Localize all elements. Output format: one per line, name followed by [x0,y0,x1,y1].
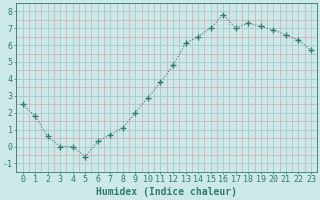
X-axis label: Humidex (Indice chaleur): Humidex (Indice chaleur) [96,187,237,197]
